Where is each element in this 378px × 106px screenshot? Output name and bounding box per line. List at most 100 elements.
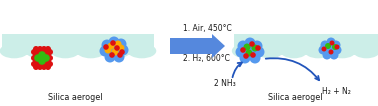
Circle shape bbox=[37, 58, 43, 64]
Circle shape bbox=[243, 43, 251, 50]
Circle shape bbox=[45, 64, 51, 70]
Circle shape bbox=[42, 54, 50, 62]
Circle shape bbox=[117, 52, 123, 58]
Circle shape bbox=[118, 45, 129, 56]
Circle shape bbox=[332, 44, 338, 50]
Text: Silica aerogel: Silica aerogel bbox=[268, 93, 322, 102]
Circle shape bbox=[325, 45, 335, 54]
Circle shape bbox=[47, 55, 53, 61]
Text: 2. H₂, 600°C: 2. H₂, 600°C bbox=[183, 54, 230, 63]
Circle shape bbox=[104, 47, 112, 54]
Circle shape bbox=[39, 61, 45, 67]
Ellipse shape bbox=[76, 43, 105, 58]
Bar bbox=[234, 34, 378, 55]
Circle shape bbox=[251, 45, 259, 52]
Circle shape bbox=[41, 64, 47, 70]
Circle shape bbox=[109, 52, 115, 58]
Circle shape bbox=[116, 38, 127, 50]
Circle shape bbox=[240, 47, 246, 53]
Text: 1. Air, 450°C: 1. Air, 450°C bbox=[183, 24, 232, 33]
Circle shape bbox=[235, 47, 246, 57]
Circle shape bbox=[255, 45, 261, 51]
Circle shape bbox=[37, 46, 43, 52]
Circle shape bbox=[119, 49, 125, 55]
Circle shape bbox=[327, 38, 336, 47]
Text: H₂ + N₂: H₂ + N₂ bbox=[322, 87, 350, 96]
Circle shape bbox=[41, 58, 47, 64]
Circle shape bbox=[330, 50, 339, 59]
Circle shape bbox=[34, 54, 42, 62]
Circle shape bbox=[325, 43, 331, 49]
Circle shape bbox=[38, 51, 46, 59]
FancyArrow shape bbox=[170, 34, 225, 58]
Circle shape bbox=[335, 45, 339, 50]
Circle shape bbox=[99, 45, 110, 56]
Bar bbox=[2, 34, 154, 55]
Circle shape bbox=[249, 41, 255, 47]
Circle shape bbox=[321, 40, 330, 50]
Circle shape bbox=[37, 52, 43, 58]
Circle shape bbox=[45, 58, 51, 64]
Circle shape bbox=[250, 52, 256, 58]
Circle shape bbox=[245, 45, 256, 56]
Ellipse shape bbox=[232, 43, 259, 58]
Circle shape bbox=[322, 47, 327, 52]
Circle shape bbox=[35, 61, 41, 67]
Circle shape bbox=[251, 40, 262, 52]
Circle shape bbox=[37, 64, 43, 70]
Circle shape bbox=[31, 49, 37, 55]
Circle shape bbox=[249, 52, 260, 63]
Circle shape bbox=[240, 52, 251, 63]
Circle shape bbox=[45, 52, 51, 58]
FancyArrowPatch shape bbox=[232, 63, 242, 77]
Circle shape bbox=[33, 52, 39, 58]
Circle shape bbox=[31, 55, 37, 61]
Circle shape bbox=[330, 40, 335, 45]
Circle shape bbox=[332, 40, 341, 50]
Ellipse shape bbox=[328, 43, 356, 58]
Circle shape bbox=[43, 61, 49, 67]
Circle shape bbox=[107, 43, 115, 50]
Circle shape bbox=[43, 55, 49, 61]
Circle shape bbox=[35, 49, 41, 55]
Ellipse shape bbox=[51, 43, 80, 58]
Circle shape bbox=[45, 46, 51, 52]
Circle shape bbox=[103, 44, 109, 50]
Circle shape bbox=[41, 46, 47, 52]
Circle shape bbox=[319, 45, 327, 54]
Ellipse shape bbox=[127, 43, 156, 58]
Circle shape bbox=[114, 45, 120, 51]
Text: Silica aerogel: Silica aerogel bbox=[48, 93, 102, 102]
Circle shape bbox=[108, 43, 119, 54]
Circle shape bbox=[39, 49, 45, 55]
Circle shape bbox=[245, 50, 253, 56]
Circle shape bbox=[43, 49, 49, 55]
Circle shape bbox=[41, 52, 47, 58]
FancyArrowPatch shape bbox=[266, 58, 319, 80]
Circle shape bbox=[328, 50, 333, 54]
Circle shape bbox=[33, 64, 39, 70]
Circle shape bbox=[113, 52, 124, 63]
Ellipse shape bbox=[280, 43, 308, 58]
Ellipse shape bbox=[304, 43, 332, 58]
Circle shape bbox=[322, 50, 332, 59]
Circle shape bbox=[245, 38, 256, 49]
Circle shape bbox=[47, 49, 53, 55]
Circle shape bbox=[47, 61, 53, 67]
Circle shape bbox=[110, 40, 116, 46]
Circle shape bbox=[112, 49, 118, 56]
Ellipse shape bbox=[256, 43, 284, 58]
Circle shape bbox=[102, 40, 113, 50]
Circle shape bbox=[38, 57, 46, 65]
Circle shape bbox=[118, 45, 124, 52]
Circle shape bbox=[115, 40, 121, 47]
Circle shape bbox=[33, 58, 39, 64]
Circle shape bbox=[254, 47, 265, 57]
Circle shape bbox=[237, 40, 248, 52]
Ellipse shape bbox=[102, 43, 131, 58]
Circle shape bbox=[243, 53, 249, 59]
Circle shape bbox=[31, 61, 37, 67]
Ellipse shape bbox=[0, 43, 29, 58]
Circle shape bbox=[104, 52, 116, 63]
Text: 2 NH₃: 2 NH₃ bbox=[214, 79, 236, 88]
